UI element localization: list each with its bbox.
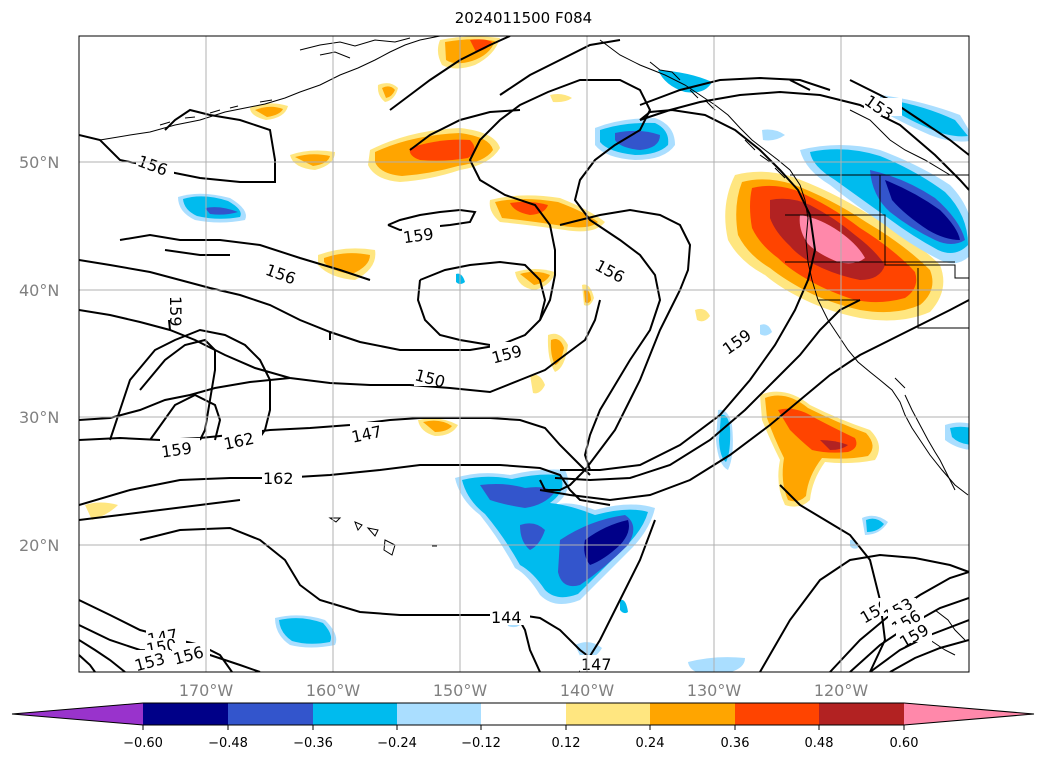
contour-label: 159 <box>166 296 185 327</box>
colorbar-extend-max <box>904 703 1034 725</box>
colorbar-tick-label: −0.60 <box>123 736 163 751</box>
colorbar-tick-label: 0.36 <box>721 736 750 751</box>
colorbar-tick-label: −0.48 <box>208 736 248 751</box>
colorbar-tick-label: −0.24 <box>377 736 417 751</box>
contour-label: 162 <box>263 469 294 488</box>
colorbar-tick-label: −0.36 <box>293 736 333 751</box>
contour-label-group: 156 159 156 159 156 159 159 153 150 147 … <box>133 91 932 675</box>
colorbar-bin <box>397 703 481 725</box>
lon-label-140w: 140°W <box>560 681 615 700</box>
colorbar-tick-label: 0.24 <box>636 736 665 751</box>
colorbar-tick-label: −0.12 <box>461 736 501 751</box>
colorbar: −0.60 −0.48 −0.36 −0.24 −0.12 0.12 0.24 … <box>11 702 1035 751</box>
lat-label-40n: 40°N <box>19 281 59 300</box>
colorbar-tick-label: 0.48 <box>805 736 834 751</box>
lon-label-170w: 170°W <box>179 681 234 700</box>
lon-label-120w: 120°W <box>814 681 869 700</box>
colorbar-tick-label: 0.12 <box>552 736 581 751</box>
colorbar-extend-min <box>12 703 143 725</box>
contour-label: 153 <box>133 649 167 675</box>
colorbar-bin <box>819 703 904 725</box>
lon-label-150w: 150°W <box>433 681 488 700</box>
lat-label-30n: 30°N <box>19 408 59 427</box>
colorbar-bin <box>566 703 650 725</box>
lat-label-20n: 20°N <box>19 536 59 555</box>
contour-label: 159 <box>402 224 435 247</box>
colorbar-bin <box>650 703 735 725</box>
coastlines <box>99 36 969 656</box>
graticule <box>79 36 969 672</box>
colorbar-bin <box>481 703 566 725</box>
anomaly-shading <box>85 36 969 672</box>
colorbar-bin <box>735 703 819 725</box>
lat-label-50n: 50°N <box>19 153 59 172</box>
map-title: 2024011500 F084 <box>454 9 593 27</box>
colorbar-bin <box>143 703 228 725</box>
colorbar-bin <box>228 703 313 725</box>
lon-label-160w: 160°W <box>306 681 361 700</box>
map-frame <box>78 35 970 673</box>
lon-label-130w: 130°W <box>687 681 742 700</box>
contour-label: 144 <box>491 608 522 627</box>
contour-label: 147 <box>581 655 612 674</box>
colorbar-bin <box>313 703 397 725</box>
colorbar-tick-label: 0.60 <box>890 736 919 751</box>
contour-label: 159 <box>160 438 193 461</box>
